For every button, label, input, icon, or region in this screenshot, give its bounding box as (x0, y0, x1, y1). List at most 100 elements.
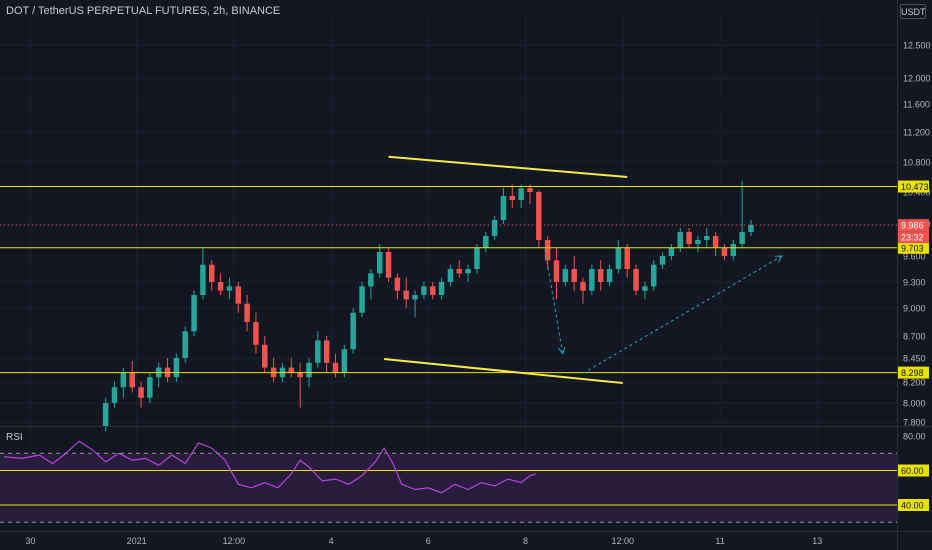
candle-body (650, 264, 657, 287)
candle-body (120, 372, 127, 388)
candle-body (147, 377, 153, 398)
candle (350, 308, 356, 354)
candle (642, 282, 648, 300)
candle (262, 336, 268, 373)
candle-body (138, 387, 144, 398)
candle (465, 264, 471, 282)
rsi-level-tag: 40.00 (898, 499, 929, 511)
candle (315, 331, 321, 368)
candle-body (341, 349, 348, 373)
currency-button[interactable]: USDT (900, 4, 926, 19)
candle (376, 244, 383, 278)
candles-layer (102, 180, 754, 432)
candle-body (721, 248, 728, 256)
price-tick-label: 12.500 (903, 41, 931, 51)
candle (129, 360, 135, 393)
candle (553, 248, 560, 300)
candle (712, 232, 719, 256)
candle-body (606, 269, 613, 282)
candle (597, 260, 604, 291)
time-tick-label: 8 (523, 536, 528, 546)
level-price-tag-text: 10.473 (901, 182, 929, 192)
candle-body (244, 303, 250, 322)
rsi-line (3, 440, 537, 494)
candle (191, 290, 197, 336)
level-price-tag-text: 8.298 (901, 368, 924, 378)
rsi-label: RSI (6, 432, 23, 443)
candle (147, 372, 153, 403)
candle-body (403, 290, 409, 300)
candle-body (332, 362, 339, 373)
candle-body (421, 286, 427, 295)
trendline (384, 357, 623, 385)
candle-body (191, 295, 197, 332)
candle (200, 248, 206, 300)
rsi-level-tag-text: 40.00 (901, 501, 924, 511)
candle-body (129, 372, 135, 388)
candle (509, 184, 516, 208)
candle-body (447, 269, 454, 282)
trendline (388, 155, 628, 178)
candle (226, 277, 233, 300)
candle (359, 282, 365, 318)
candle-body (571, 269, 577, 282)
time-tick-label: 13 (812, 536, 822, 546)
candle-body (580, 282, 586, 291)
candle (253, 312, 259, 354)
candle (403, 277, 409, 308)
price-tick-label: 11.200 (903, 128, 930, 138)
candle-body (686, 232, 692, 244)
candle-body (739, 232, 745, 244)
last-price-tag-text: 9.986 (901, 221, 924, 231)
candle (695, 236, 701, 252)
candle (235, 282, 242, 313)
candle-body (288, 367, 295, 373)
candle-body (385, 252, 392, 278)
candle-body (677, 232, 684, 248)
price-tick-label: 7.800 (903, 418, 926, 428)
candle-body (659, 256, 666, 265)
candle (491, 216, 498, 240)
level-price-tag: 10.473 (898, 180, 929, 193)
candle (606, 264, 613, 287)
candle (500, 188, 507, 224)
price-tick-label: 9.000 (903, 304, 926, 314)
candle-body (589, 269, 595, 291)
candle-body (544, 240, 551, 261)
candle-body (712, 236, 719, 248)
drawings-layer (0, 155, 897, 385)
candle (173, 353, 180, 382)
candle-body (394, 277, 401, 291)
candle (208, 260, 215, 291)
candle (668, 244, 675, 261)
candle-body (359, 286, 365, 313)
candle (580, 277, 586, 304)
candle-body (323, 340, 330, 363)
candle (182, 326, 188, 363)
candle-body (102, 403, 109, 427)
candle (385, 248, 392, 282)
price-tick-label: 8.200 (903, 378, 926, 388)
candle-body (297, 372, 303, 378)
candle (332, 353, 339, 378)
candle-body (562, 269, 569, 282)
candle (748, 220, 754, 236)
candle (624, 244, 630, 278)
candle-body (536, 192, 542, 240)
projection-arrow (582, 255, 783, 374)
candle (483, 232, 489, 252)
projection-arrowhead (557, 346, 566, 355)
candle (429, 282, 436, 300)
candle-body (438, 282, 445, 295)
candle (518, 184, 524, 208)
candle (730, 240, 737, 261)
rsi-layer (0, 440, 897, 523)
candle (456, 260, 463, 278)
candle-body (200, 264, 206, 295)
price-tick-label: 10.800 (903, 158, 931, 168)
candle-body (474, 248, 480, 269)
grid-layer (0, 16, 897, 528)
